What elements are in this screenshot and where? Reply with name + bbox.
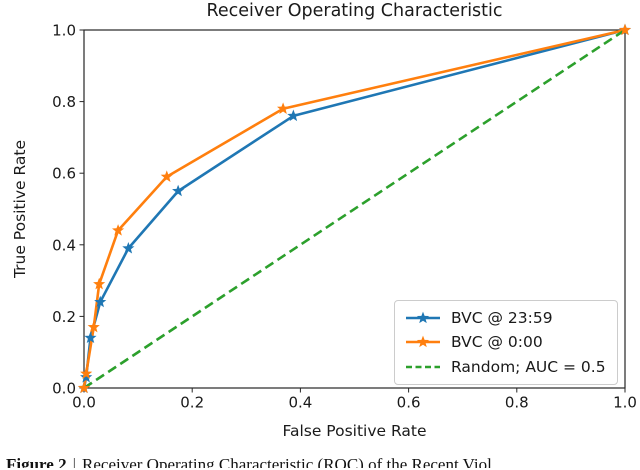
y-tick-label: 0.4: [52, 236, 76, 254]
marker-star-bvc-23-59: [172, 184, 185, 197]
marker-star-bvc-0-00: [87, 320, 100, 333]
legend-row-bvc-2359: BVC @ 23:59: [404, 306, 608, 330]
caption-separator: |: [72, 455, 77, 468]
legend-label-random: Random; AUC = 0.5: [451, 357, 606, 376]
marker-star-bvc-0-00: [618, 23, 632, 36]
series-line-bvc-0-00: [82, 28, 626, 389]
x-axis-label: False Positive Rate: [282, 422, 427, 440]
x-tick-label: 0.4: [288, 394, 312, 412]
marker-star-bvc-0-00: [93, 277, 106, 290]
figure-caption: Figure 2 | Receiver Operating Characterist…: [6, 453, 640, 468]
legend-row-bvc-000: BVC @ 0:00: [404, 330, 608, 354]
roc-plot-canvas: 0.0 0.2 0.4 0.6 0.8 1.0 0.0 0.2 0.4 0.6 0.8 1.0: [52, 22, 637, 412]
marker-star-bvc-23-59: [287, 109, 300, 122]
x-tick-label: 1.0: [613, 394, 637, 412]
caption-text: Receiver Operating Characteristic (ROC) …: [82, 455, 492, 468]
legend-sample-shape: [416, 311, 430, 324]
legend-row-random: Random; AUC = 0.5: [404, 355, 608, 379]
x-tick-label: 0.6: [397, 394, 421, 412]
caption-label: Figure 2: [6, 455, 67, 468]
series-line-random-auc-0-5: [83, 28, 626, 390]
legend-line-sample-green-dashed: [406, 365, 440, 369]
marker-star-bvc-23-59: [80, 370, 93, 383]
chart-title: Receiver Operating Characteristic: [206, 1, 503, 21]
marker-star-bvc-23-59: [84, 331, 97, 344]
marker-star-bvc-0-00: [277, 102, 290, 114]
marker-star-bvc-0-00: [112, 224, 125, 236]
y-tick-label: 1.0: [52, 22, 76, 40]
marker-star-bvc-23-59: [94, 295, 107, 308]
x-tick-label: 0.0: [72, 394, 96, 412]
legend-label-bvc-000: BVC @ 0:00: [451, 333, 543, 352]
marker-star-bvc-23-59: [122, 241, 135, 254]
marker-star-bvc-0-00: [160, 170, 173, 182]
y-tick-label: 0.8: [52, 93, 76, 111]
x-tick-label: 0.2: [180, 394, 204, 412]
x-tick-label: 0.8: [505, 394, 529, 412]
plot-frame: [83, 29, 626, 389]
y-tick-label: 0.0: [52, 380, 76, 398]
marker-star-bvc-0-00: [77, 381, 91, 394]
legend-line-sample-orange: [406, 336, 440, 348]
y-axis-label: True Positive Rate: [11, 139, 29, 279]
y-tick-label: 0.6: [52, 165, 76, 183]
marker-star-bvc-0-00: [80, 367, 93, 379]
legend-sample-shape: [416, 336, 430, 348]
legend: BVC @ 23:59 BVC @ 0:00 Random; AUC = 0.5: [394, 300, 618, 385]
legend-label-bvc-2359: BVC @ 23:59: [451, 309, 553, 328]
y-tick-label: 0.2: [52, 308, 76, 326]
legend-line-sample-blue: [406, 311, 440, 324]
